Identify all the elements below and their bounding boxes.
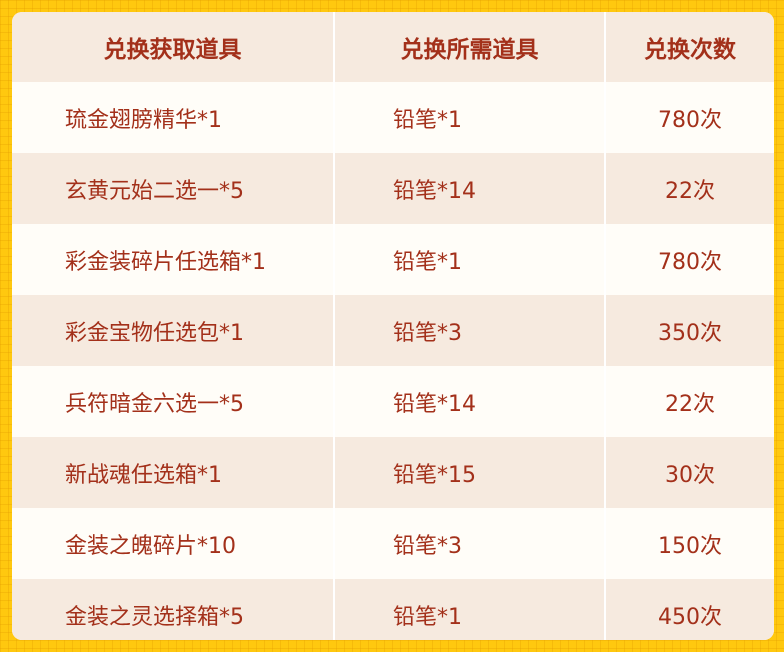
- exchange-count-cell: 780次: [658, 249, 722, 275]
- table-header: 兑换获取道具 兑换所需道具 兑换次数: [12, 12, 774, 82]
- obtained-item-cell: 兵符暗金六选一*5: [12, 366, 335, 437]
- table-row: 彩金宝物任选包*1 铅笔*3 350次: [12, 295, 774, 366]
- obtained-item-cell: 玄黄元始二选一*5: [12, 153, 335, 224]
- table-row: 彩金装碎片任选箱*1 铅笔*1 780次: [12, 224, 774, 295]
- obtained-item-cell: 金装之魄碎片*10: [12, 508, 335, 579]
- exchange-count-cell: 350次: [658, 320, 722, 346]
- exchange-count-cell: 22次: [665, 178, 715, 204]
- table-row: 金装之灵选择箱*5 铅笔*1 450次: [12, 579, 774, 640]
- obtained-item-cell: 彩金宝物任选包*1: [12, 295, 335, 366]
- header-obtained-item: 兑换获取道具: [12, 12, 335, 82]
- header-exchange-count: 兑换次数: [644, 37, 736, 63]
- required-item-cell: 铅笔*15: [335, 437, 606, 508]
- exchange-count-cell: 780次: [658, 107, 722, 133]
- table-row: 新战魂任选箱*1 铅笔*15 30次: [12, 437, 774, 508]
- obtained-item-cell: 彩金装碎片任选箱*1: [12, 224, 335, 295]
- required-item-cell: 铅笔*3: [335, 508, 606, 579]
- obtained-item-cell: 金装之灵选择箱*5: [12, 579, 335, 640]
- table-row: 琉金翅膀精华*1 铅笔*1 780次: [12, 82, 774, 153]
- exchange-table: 兑换获取道具 兑换所需道具 兑换次数 琉金翅膀精华*1 铅笔*1 780次 玄黄元始二…: [12, 12, 774, 640]
- exchange-count-cell: 30次: [665, 462, 715, 488]
- required-item-cell: 铅笔*1: [335, 224, 606, 295]
- table-row: 玄黄元始二选一*5 铅笔*14 22次: [12, 153, 774, 224]
- obtained-item-cell: 新战魂任选箱*1: [12, 437, 335, 508]
- exchange-count-cell: 150次: [658, 533, 722, 559]
- header-required-item: 兑换所需道具: [335, 12, 606, 82]
- exchange-count-cell: 450次: [658, 604, 722, 630]
- required-item-cell: 铅笔*3: [335, 295, 606, 366]
- required-item-cell: 铅笔*1: [335, 82, 606, 153]
- table-row: 兵符暗金六选一*5 铅笔*14 22次: [12, 366, 774, 437]
- required-item-cell: 铅笔*14: [335, 153, 606, 224]
- obtained-item-cell: 琉金翅膀精华*1: [12, 82, 335, 153]
- table-row: 金装之魄碎片*10 铅笔*3 150次: [12, 508, 774, 579]
- required-item-cell: 铅笔*1: [335, 579, 606, 640]
- required-item-cell: 铅笔*14: [335, 366, 606, 437]
- exchange-count-cell: 22次: [665, 391, 715, 417]
